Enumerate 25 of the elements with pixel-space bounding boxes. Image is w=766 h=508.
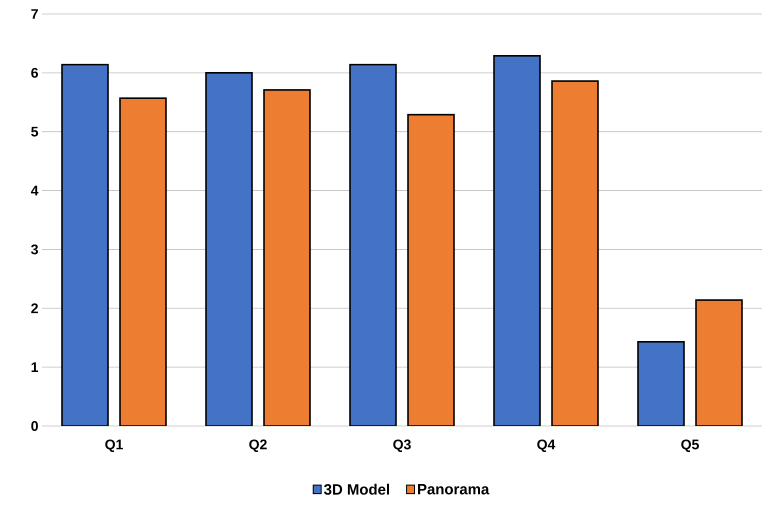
x-tick-label: Q3 — [393, 440, 411, 452]
bar — [494, 56, 540, 426]
y-tick-label: 3 — [31, 244, 38, 254]
y-tick-label: 2 — [31, 303, 38, 314]
legend-label: Panorama — [418, 484, 490, 494]
bar — [349, 64, 397, 426]
bar — [205, 72, 253, 426]
x-tick-label: Q4 — [537, 440, 556, 452]
x-tick-label: Q2 — [249, 440, 267, 452]
y-tick-label: 7 — [31, 9, 38, 19]
x-tick-label: Q1 — [105, 440, 123, 452]
x-tick-label: Q5 — [681, 440, 699, 452]
y-tick-label: 0 — [31, 421, 38, 431]
bar — [637, 341, 685, 426]
y-tick-label: 5 — [31, 126, 38, 137]
bar — [407, 114, 455, 426]
y-tick-label: 6 — [31, 68, 38, 78]
y-tick-label: 4 — [30, 186, 38, 196]
bar — [61, 64, 109, 426]
bar — [695, 299, 743, 426]
bar — [552, 81, 598, 426]
bar — [263, 89, 311, 426]
y-tick-label: 1 — [32, 362, 38, 372]
bar — [119, 97, 167, 426]
legend-label: 3D Model — [324, 484, 390, 495]
